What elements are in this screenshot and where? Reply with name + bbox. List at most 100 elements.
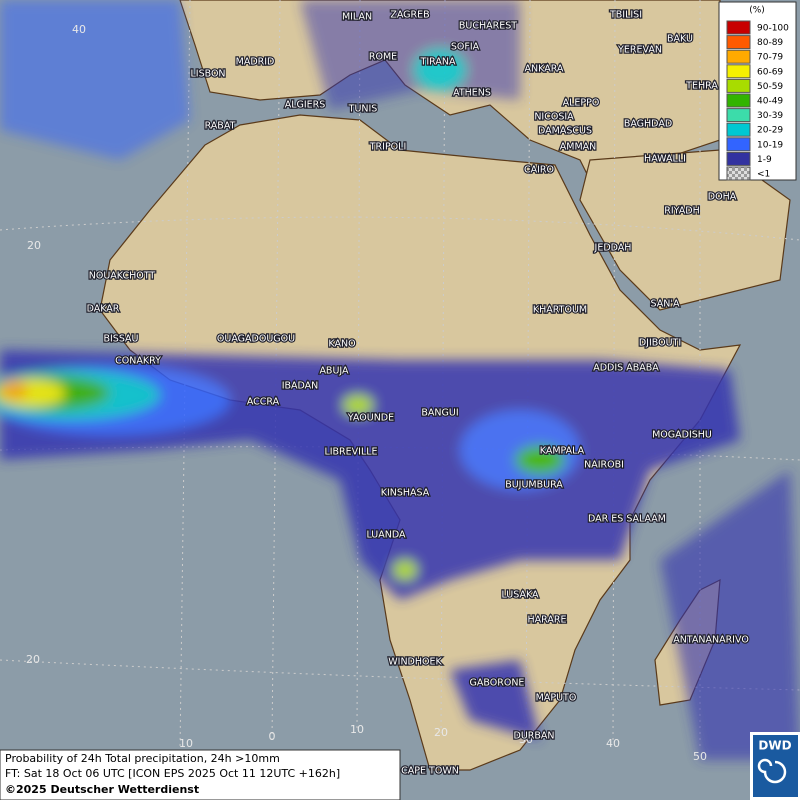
legend-label: 20-29: [757, 126, 783, 136]
info-line: Probability of 24h Total precipitation, …: [5, 752, 280, 765]
city-label: GABORONE: [470, 678, 525, 689]
precipitation: [0, 0, 800, 760]
city-label: DAR ES SALAAM: [588, 514, 666, 525]
city-label: HAWALLI: [644, 154, 686, 165]
legend-swatch: [726, 78, 751, 93]
legend-label: 30-39: [757, 111, 783, 121]
info-box: Probability of 24h Total precipitation, …: [0, 749, 401, 800]
city-label: CAIRO: [524, 165, 554, 176]
city-label: DURBAN: [514, 731, 555, 742]
legend-swatch: [726, 35, 751, 50]
city-label: LIBREVILLE: [324, 447, 377, 458]
city-label: ZAGREB: [390, 10, 429, 21]
legend-swatch: [726, 151, 751, 166]
legend-swatch: [726, 64, 751, 79]
cities: MILAN ZAGREB BUCHAREST TBILISI BAKU MADRID ROM…: [85, 8, 750, 777]
grid-label: 10: [179, 737, 193, 750]
city-label: BANGUI: [421, 408, 458, 419]
city-label: BUCHAREST: [459, 21, 517, 32]
city-label: DAMASCUS: [538, 126, 592, 137]
grid-label: 20: [26, 653, 40, 666]
city-label: ADDIS ABABA: [593, 363, 659, 374]
city-label: ANTANANARIVO: [673, 635, 749, 646]
city-label: KANO: [328, 339, 355, 350]
city-label: ALGIERS: [285, 100, 326, 111]
city-label: TIRANA: [420, 57, 456, 68]
legend-unit: (%): [749, 6, 765, 16]
city-label: TUNIS: [348, 104, 378, 115]
logo-swirl: [757, 758, 787, 784]
city-label: BAGHDAD: [624, 119, 672, 130]
city-label: ROME: [369, 52, 397, 63]
legend-label: 90-100: [757, 24, 789, 34]
city-label: KHARTOUM: [533, 305, 587, 316]
city-label: WINDHOEK: [388, 657, 442, 668]
legend-swatch: [726, 108, 751, 123]
legend-label: 1-9: [757, 155, 772, 165]
info-line: FT: Sat 18 Oct 06 UTC [ICON EPS 2025 Oct…: [5, 767, 340, 780]
city-label: ACCRA: [247, 397, 280, 408]
copyright: ©2025 Deutscher Wetterdienst: [5, 783, 199, 796]
grid-label: 50: [693, 750, 707, 763]
city-label: MADRID: [236, 57, 275, 68]
legend-label: 80-89: [757, 38, 783, 48]
city-label: HARARE: [528, 615, 567, 626]
legend: (%) 90-100 80-89 70-79 60-69 50-59 40-49 30-39…: [718, 1, 797, 181]
grid-label: 0: [269, 730, 276, 743]
city-label: MAPUTO: [536, 693, 577, 704]
city-label: KAMPALA: [540, 446, 585, 457]
legend-label: 10-19: [757, 140, 783, 150]
city-label: RABAT: [205, 121, 236, 132]
city-label: NOUAKCHOTT: [89, 271, 156, 282]
city-label: ATHENS: [453, 88, 491, 99]
city-label: BUJUMBURA: [505, 480, 563, 491]
city-label: TBILISI: [609, 10, 642, 21]
city-label: NICOSIA: [534, 112, 574, 123]
grid-labels: 40 20 20 10 0 10 20 30 40 50: [26, 23, 707, 763]
legend-entries: 90-100 80-89 70-79 60-69 50-59 40-49 30-39 20-2…: [726, 20, 789, 181]
city-label: OUAGADOUGOU: [217, 334, 295, 345]
city-label: CONAKRY: [115, 356, 161, 367]
legend-label: 60-69: [757, 67, 783, 77]
grid-label: 10: [350, 723, 364, 736]
grid-label: 40: [606, 737, 620, 750]
city-label: IBADAN: [282, 381, 319, 392]
grid-label: 20: [434, 726, 448, 739]
city-label: KINSHASA: [381, 488, 430, 499]
logo-box: [753, 735, 798, 797]
city-label: YAOUNDE: [347, 413, 394, 424]
city-label: DJIBOUTI: [639, 338, 681, 349]
city-label: TRIPOLI: [369, 142, 407, 153]
city-label: AMMAN: [560, 142, 597, 153]
legend-swatch: [726, 122, 751, 137]
grid-label: 40: [72, 23, 86, 36]
legend-swatch: [726, 166, 751, 181]
city-label: ABUJA: [319, 366, 349, 377]
legend-label: <1: [757, 170, 770, 180]
logo: DWD: [750, 732, 800, 800]
city-label: YEREVAN: [617, 45, 662, 56]
grid-label: 20: [27, 239, 41, 252]
legend-label: 40-49: [757, 97, 783, 107]
city-label: DOHA: [708, 192, 737, 203]
city-label: MOGADISHU: [652, 430, 712, 441]
city-label: TEHRA: [685, 81, 718, 92]
city-label: BAKU: [667, 34, 693, 45]
city-label: MILAN: [342, 12, 372, 23]
legend-label: 50-59: [757, 82, 783, 92]
legend-label: 70-79: [757, 53, 783, 63]
grid-label: 30: [519, 733, 533, 746]
city-label: LUSAKA: [501, 590, 539, 601]
info-bg: [0, 749, 401, 800]
legend-swatch: [726, 49, 751, 64]
city-label: RIYADH: [664, 206, 699, 217]
city-label: DAKAR: [87, 304, 120, 315]
city-label: SOFIA: [451, 42, 480, 53]
logo-text: DWD: [758, 739, 791, 753]
city-label: ANKARA: [525, 64, 564, 75]
city-label: LUANDA: [366, 530, 406, 541]
city-label: LISBON: [190, 69, 225, 80]
city-label: NAIROBI: [584, 460, 624, 471]
city-label: SAN'A: [651, 299, 680, 310]
